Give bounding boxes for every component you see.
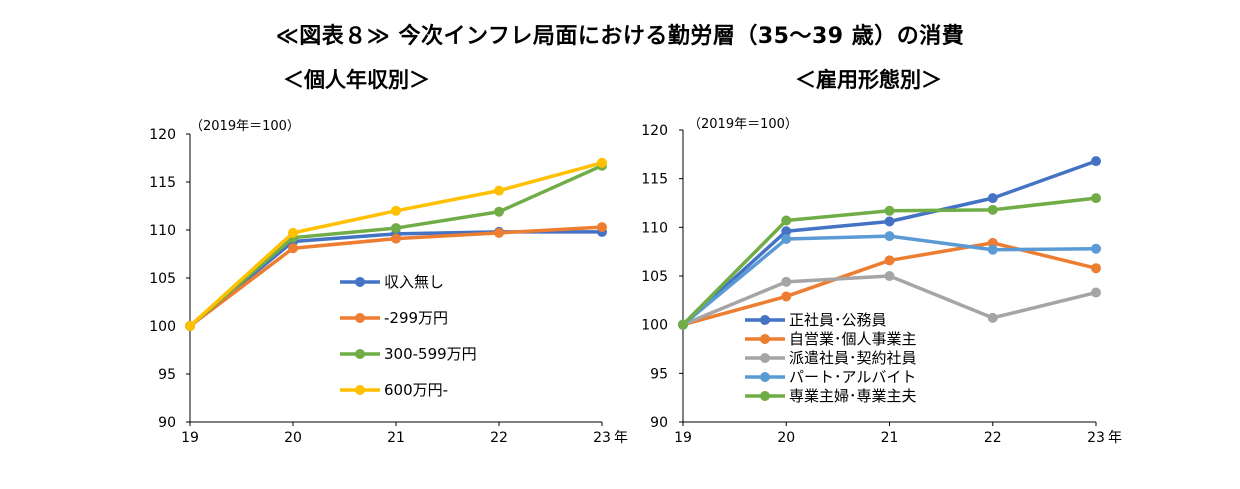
- series-line: [188, 164, 603, 328]
- series-4: [678, 193, 1101, 330]
- data-point: [987, 204, 998, 215]
- legend-label: 派遣社員･契約社員: [789, 349, 917, 367]
- x-tick-label: 21: [387, 430, 405, 446]
- figure-title: ≪図表８≫ 今次インフレ局面における勤労層（35～39 歳）の消費: [275, 24, 965, 49]
- data-point: [494, 185, 504, 196]
- legend-marker: [760, 372, 770, 382]
- index-base-note: （2019年＝100）: [688, 117, 798, 132]
- series-2: [185, 160, 607, 331]
- y-tick-label: 120: [149, 127, 176, 143]
- legend-marker: [355, 349, 365, 359]
- y-tick-label: 105: [641, 269, 668, 285]
- data-point: [884, 216, 895, 227]
- legend-label: 正社員･公務員: [789, 311, 887, 329]
- chart-employment: 90 95 100 105 110 115 120 19 20 21 22 23 年 （2019年＝100…: [641, 117, 1122, 446]
- legend-label: 300-599万円: [384, 345, 477, 363]
- y-tick-label: 115: [149, 175, 176, 191]
- x-tick-label: 22: [984, 430, 1002, 446]
- data-point: [288, 243, 298, 254]
- data-point: [494, 227, 504, 238]
- data-point: [884, 271, 895, 281]
- x-tick-label: 23: [1087, 430, 1105, 446]
- data-point: [494, 206, 504, 217]
- index-base-note: （2019年＝100）: [190, 119, 300, 134]
- y-tick-label: 120: [641, 123, 668, 139]
- left-chart-title: ＜個人年収別＞: [283, 68, 430, 92]
- series-line: [682, 274, 1097, 327]
- series-2: [678, 271, 1101, 330]
- data-point: [781, 234, 792, 245]
- y-tick-label: 115: [641, 172, 668, 188]
- x-tick-label: 19: [181, 430, 199, 446]
- data-point: [1091, 243, 1101, 254]
- data-point: [391, 205, 401, 216]
- y-tick-label: 100: [641, 318, 668, 334]
- legend-label: 600万円-: [384, 381, 448, 399]
- x-axis-unit: 年: [1108, 430, 1122, 446]
- y-tick-label: 95: [650, 366, 668, 382]
- data-point: [597, 222, 607, 233]
- series-line: [682, 241, 1097, 327]
- legend-marker: [760, 353, 770, 363]
- data-point: [597, 157, 607, 168]
- y-tick-label: 90: [650, 415, 668, 431]
- data-point: [781, 291, 792, 302]
- data-point: [391, 223, 401, 234]
- y-tick-label: 105: [149, 271, 176, 287]
- legend-marker: [760, 315, 770, 325]
- data-point: [1091, 287, 1101, 298]
- y-tick-label: 95: [158, 367, 176, 383]
- data-point: [1091, 263, 1101, 274]
- y-tick-label: 90: [158, 415, 176, 431]
- series-line: [188, 161, 603, 328]
- data-point: [987, 193, 998, 204]
- series-1: [678, 237, 1101, 330]
- y-tick-label: 110: [641, 220, 668, 236]
- series-3: [678, 231, 1101, 330]
- series-3: [185, 157, 607, 331]
- data-point: [781, 276, 792, 287]
- legend-marker: [760, 391, 770, 401]
- data-point: [185, 321, 195, 331]
- x-tick-label: 22: [490, 430, 508, 446]
- data-point: [391, 233, 401, 244]
- x-tick-label: 23: [593, 430, 611, 446]
- legend-label: 自営業･個人事業主: [789, 330, 917, 348]
- data-point: [678, 319, 688, 330]
- data-point: [987, 244, 998, 255]
- x-tick-label: 20: [284, 430, 302, 446]
- data-point: [288, 227, 298, 238]
- x-tick-label: 21: [881, 430, 899, 446]
- legend-marker: [355, 277, 365, 287]
- data-point: [781, 226, 792, 237]
- legend-label: 収入無し: [384, 273, 444, 291]
- x-axis-unit: 年: [614, 430, 628, 446]
- legend-marker: [355, 385, 365, 395]
- series-0: [678, 156, 1101, 330]
- data-point: [1091, 193, 1101, 204]
- data-point: [781, 215, 792, 226]
- legend-marker: [760, 334, 770, 344]
- y-tick-label: 100: [149, 319, 176, 335]
- data-point: [884, 255, 895, 266]
- data-point: [1091, 156, 1101, 167]
- legend-label: パート･アルバイト: [789, 368, 916, 386]
- x-tick-label: 20: [777, 430, 795, 446]
- data-point: [884, 231, 895, 242]
- data-point: [884, 205, 895, 216]
- legend-label: -299万円: [384, 309, 448, 327]
- y-tick-label: 110: [149, 223, 176, 239]
- x-tick-label: 19: [674, 430, 692, 446]
- right-chart-title: ＜雇用形態別＞: [795, 68, 942, 92]
- legend-label: 専業主婦･専業主夫: [789, 387, 917, 405]
- legend-marker: [355, 313, 365, 323]
- data-point: [987, 312, 998, 323]
- chart-income: 90 95 100 105 110 115 120 19 20 21 22 23 年 （2019年＝100…: [149, 119, 628, 446]
